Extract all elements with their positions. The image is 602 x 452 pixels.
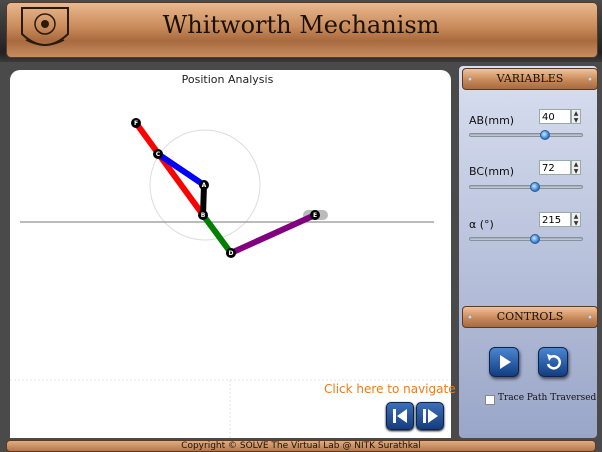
ab-slider-thumb[interactable] [540,130,551,140]
page-title: Whitworth Mechanism [162,11,440,39]
ab-spinner[interactable]: ▲ ▼ [571,109,581,124]
bc-label: BC(mm) [469,165,515,178]
svg-text:D: D [229,250,234,257]
alpha-slider[interactable] [469,237,583,241]
svg-text:E: E [313,212,317,219]
reset-icon [546,354,561,370]
bc-spinner[interactable]: ▲ ▼ [571,160,581,175]
joint-a: A [199,180,209,190]
joint-f: F [131,118,141,128]
alpha-label: α (°) [469,218,494,231]
side-panel [459,66,597,438]
prev-icon [393,409,407,423]
header-bar [6,2,598,58]
svg-text:A: A [202,182,207,189]
joint-e: E [310,210,320,220]
variables-heading: VARIABLES [462,68,598,90]
trace-path-label: Trace Path Traversed [498,393,597,403]
svg-text:F: F [134,120,138,127]
alpha-input[interactable]: 215 [539,212,571,227]
mechanism-diagram: F C A B D E [10,118,451,438]
header: Whitworth Mechanism [0,0,602,62]
ab-label: AB(mm) [469,114,515,127]
alpha-spinner[interactable]: ▲ ▼ [571,212,581,227]
joint-b: B [198,210,208,220]
bc-slider-thumb[interactable] [530,182,541,192]
alpha-slider-thumb[interactable] [530,234,541,244]
logo-emblem [21,7,69,46]
controls-heading: CONTROLS [462,306,598,328]
bc-slider[interactable] [469,185,583,189]
canvas-title: Position Analysis [181,73,274,86]
link-cf [133,121,206,217]
bc-input[interactable]: 72 [539,160,571,175]
joint-c: C [153,149,163,159]
next-icon [423,409,438,423]
link-ca [156,151,206,188]
link-bd [200,213,234,255]
svg-text:C: C [156,151,161,158]
reset-button[interactable] [538,347,568,377]
link-ab [200,184,207,216]
crank-path-circle [149,129,261,241]
joint-d: D [226,248,236,258]
play-icon [500,355,511,369]
play-button[interactable] [489,347,519,377]
svg-text:B: B [201,212,206,219]
ab-slider[interactable] [469,133,583,137]
navigate-link[interactable]: Click here to navigate [324,382,456,396]
trace-path-checkbox[interactable] [485,395,495,405]
link-de [229,212,317,256]
prev-button[interactable] [386,402,414,430]
simulation-canvas: Position Analysis F C A B D E Click here… [10,70,456,438]
footer-copyright: Copyright © SOLVE The Virtual Lab @ NITK… [6,440,596,452]
ab-input[interactable]: 40 [539,109,571,124]
next-button[interactable] [416,402,444,430]
